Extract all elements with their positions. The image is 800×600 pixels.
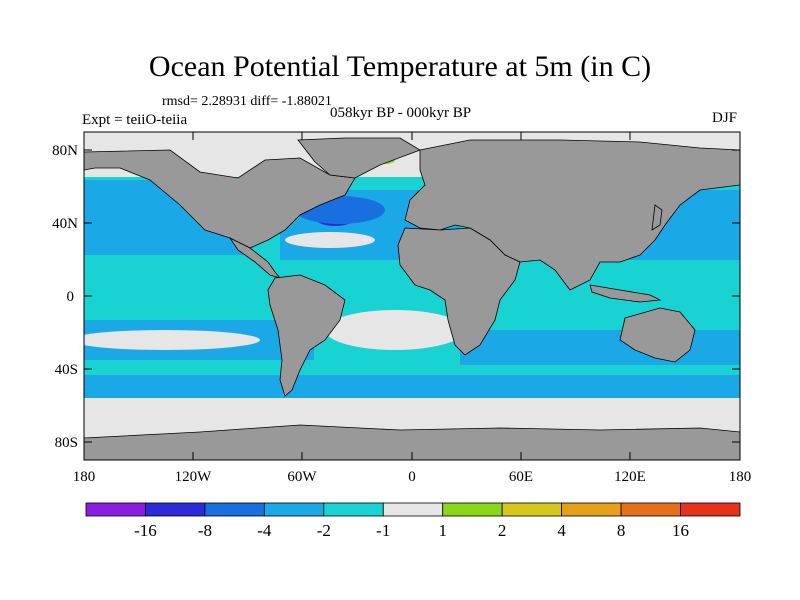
near-zero-south-atlantic <box>325 310 465 350</box>
colorbar-label: -8 <box>198 521 212 540</box>
x-tick-label: 0 <box>408 469 416 485</box>
colorbar-swatch <box>561 502 622 517</box>
x-tick-label: 120W <box>175 469 213 485</box>
land-masses <box>84 137 740 460</box>
colorbar-label: 2 <box>498 521 507 540</box>
near-zero-south-pacific <box>84 330 260 350</box>
y-tick-label: 40N <box>52 216 78 232</box>
colorbar-label: -1 <box>376 521 390 540</box>
colorbar-swatch <box>204 502 265 517</box>
ocean-band-south-indian <box>460 330 740 365</box>
colorbar-swatch <box>85 502 146 517</box>
colorbar-swatch <box>680 502 741 517</box>
land-south-america <box>267 274 346 397</box>
experiment-label: Expt = teiiO-teiia <box>82 112 188 128</box>
x-axis <box>83 132 741 460</box>
y-tick-label: 40S <box>55 362 78 378</box>
y-tick-label: 80S <box>55 435 78 451</box>
y-axis <box>84 149 740 443</box>
y-tick-label: 0 <box>67 289 75 305</box>
x-tick-label: 120E <box>614 469 646 485</box>
map-title: Ocean Potential Temperature at 5m (in C) <box>148 50 652 83</box>
land-africa <box>397 227 521 356</box>
land-japan <box>651 204 663 231</box>
colorbar-swatch <box>263 502 325 517</box>
x-tick-label: 180 <box>729 469 752 485</box>
colorbar-label: 8 <box>617 521 626 540</box>
land-greenland <box>297 137 421 179</box>
x-tick-label: 180 <box>73 469 96 485</box>
stats-label: rmsd= 2.28931 diff= -1.88021 <box>162 94 332 109</box>
land-australia <box>619 307 696 363</box>
colorbar: -16 -8 -4 -2 -1 1 2 4 8 16 <box>85 502 741 540</box>
near-zero-subtropical-atlantic <box>285 232 375 248</box>
colorbar-swatch <box>442 502 503 517</box>
map-plot-area <box>84 132 740 460</box>
colorbar-swatch <box>620 502 681 517</box>
y-tick-label: 80N <box>52 143 78 159</box>
colorbar-swatch <box>323 502 384 517</box>
land-north-america <box>84 149 356 249</box>
season-label: DJF <box>712 110 738 126</box>
colorbar-label: -2 <box>317 521 331 540</box>
period-label: 058kyr BP - 000kyr BP <box>330 105 472 121</box>
colorbar-label: 16 <box>672 521 689 540</box>
land-indonesia <box>589 284 662 303</box>
colorbar-label: -16 <box>134 521 157 540</box>
colorbar-swatch <box>145 502 206 517</box>
colorbar-swatch <box>501 502 563 517</box>
colorbar-label: 1 <box>438 521 447 540</box>
colorbar-swatch <box>382 502 444 517</box>
colorbar-label: -4 <box>257 521 272 540</box>
x-tick-label: 60E <box>509 469 533 485</box>
colorbar-label: 4 <box>557 521 566 540</box>
land-antarctica <box>84 424 740 460</box>
x-tick-label: 60W <box>287 469 317 485</box>
